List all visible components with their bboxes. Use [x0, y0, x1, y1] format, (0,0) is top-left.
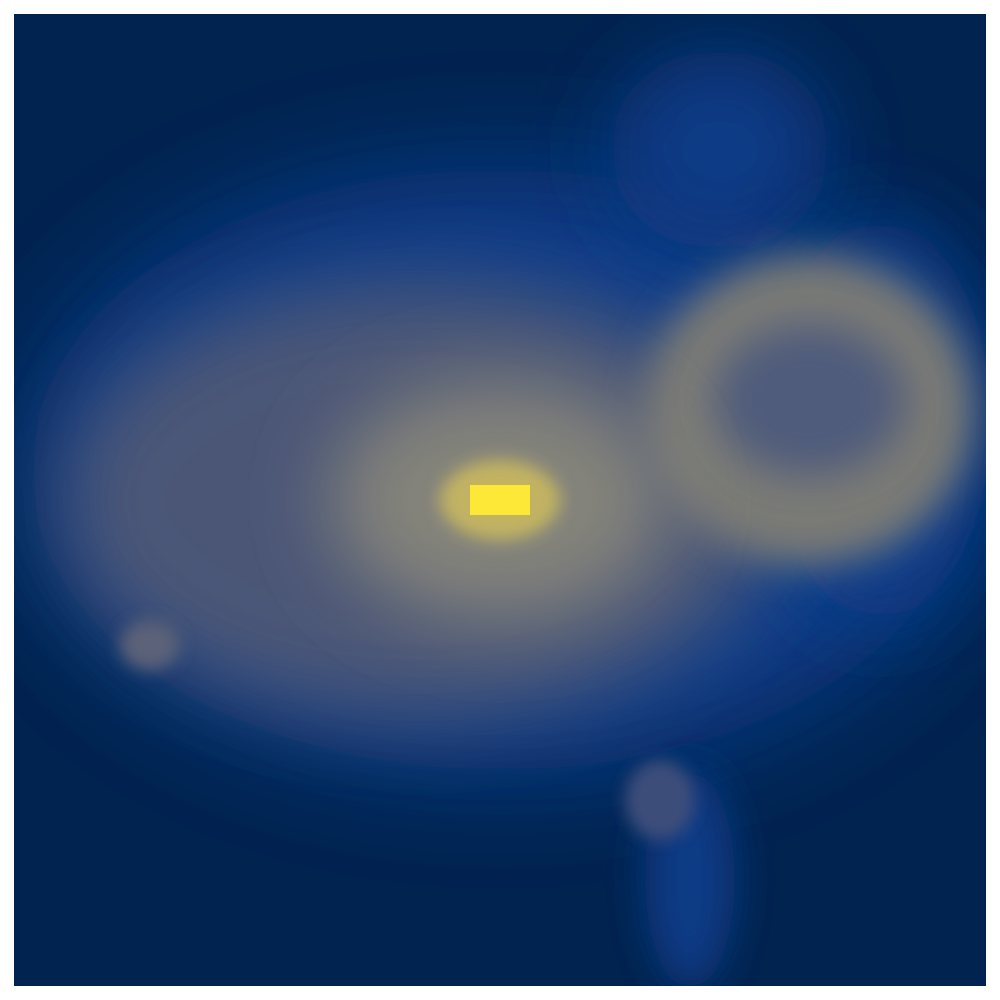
left-spot	[120, 620, 180, 670]
stem-spot	[625, 760, 695, 840]
heatmap-field	[14, 14, 986, 986]
ring-interior	[715, 325, 905, 475]
upper-lobe	[610, 50, 830, 250]
peak	[470, 485, 530, 515]
